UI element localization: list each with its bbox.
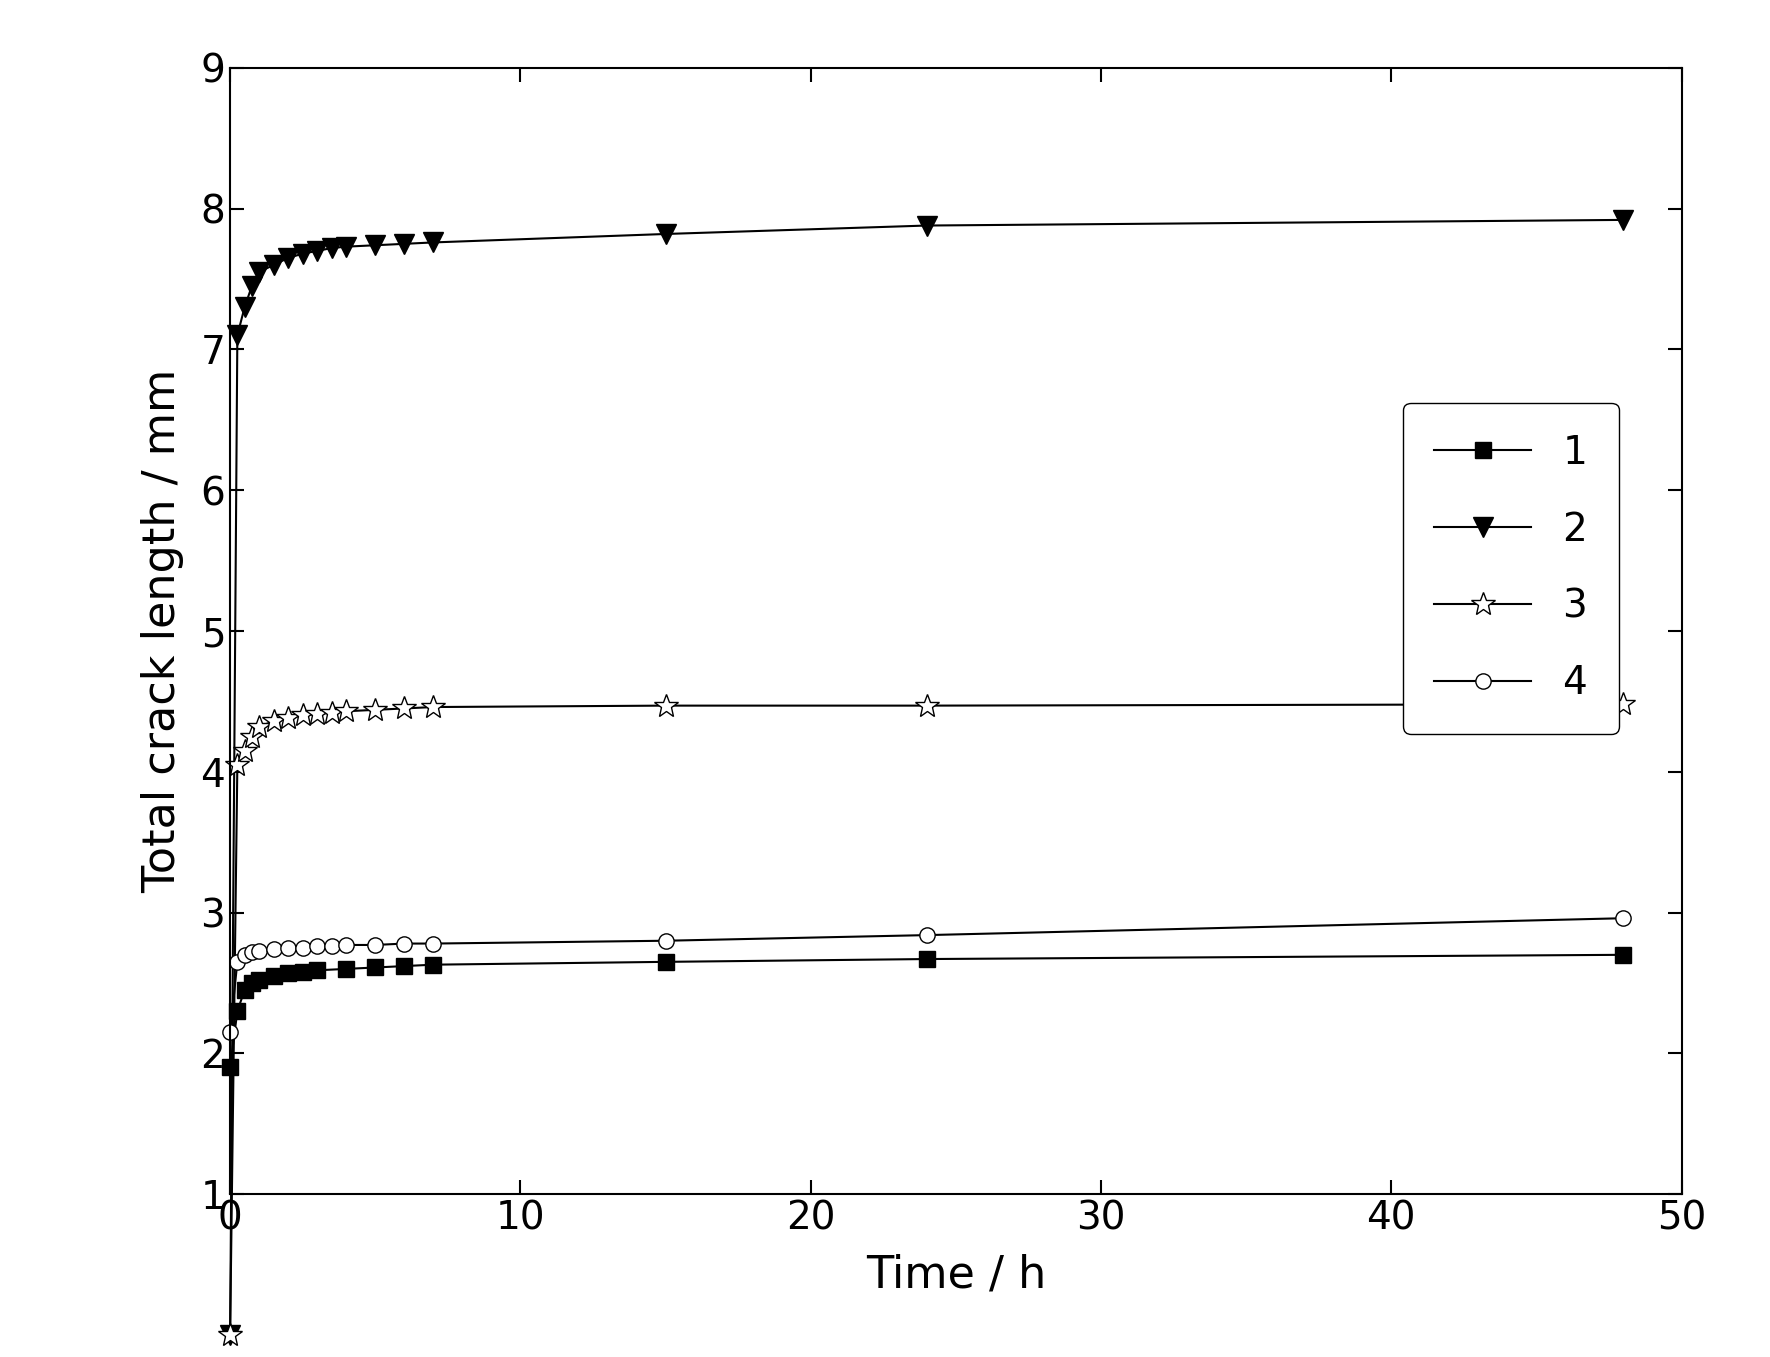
3 <box>241 729 262 745</box>
2 <box>292 246 313 262</box>
2 <box>423 235 444 251</box>
1 <box>306 962 327 978</box>
1 <box>292 963 313 980</box>
4 <box>336 936 358 953</box>
4 <box>917 927 938 943</box>
1 <box>248 972 269 988</box>
1 <box>234 982 255 999</box>
3 <box>248 719 269 735</box>
2 <box>248 263 269 280</box>
Y-axis label: Total crack length / mm: Total crack length / mm <box>140 369 184 893</box>
4 <box>423 935 444 951</box>
3 <box>320 704 342 721</box>
3 <box>365 702 386 718</box>
2 <box>227 327 248 343</box>
3 <box>234 742 255 759</box>
3 <box>292 707 313 723</box>
3 <box>278 710 299 726</box>
4 <box>241 944 262 961</box>
2 <box>241 278 262 294</box>
3 <box>219 1327 241 1343</box>
Line: 1: 1 <box>223 947 1632 1075</box>
4 <box>1612 911 1634 927</box>
1 <box>423 957 444 973</box>
3 <box>423 699 444 715</box>
4 <box>264 940 285 957</box>
2 <box>219 1327 241 1343</box>
2 <box>306 243 327 259</box>
Line: 3: 3 <box>218 692 1635 1348</box>
1 <box>227 1003 248 1019</box>
X-axis label: Time / h: Time / h <box>866 1254 1046 1297</box>
1 <box>393 958 414 974</box>
2 <box>278 250 299 266</box>
3 <box>336 703 358 719</box>
4 <box>365 936 386 953</box>
3 <box>393 700 414 716</box>
3 <box>917 697 938 714</box>
1 <box>278 965 299 981</box>
3 <box>1612 696 1634 712</box>
4 <box>219 1025 241 1041</box>
Legend: 1, 2, 3, 4: 1, 2, 3, 4 <box>1404 403 1618 734</box>
4 <box>655 932 676 949</box>
1 <box>219 1060 241 1076</box>
1 <box>241 974 262 991</box>
1 <box>264 968 285 984</box>
1 <box>655 954 676 970</box>
1 <box>336 961 358 977</box>
3 <box>227 757 248 773</box>
4 <box>320 938 342 954</box>
2 <box>264 256 285 273</box>
3 <box>306 706 327 722</box>
4 <box>292 939 313 955</box>
4 <box>227 954 248 970</box>
Line: 2: 2 <box>221 210 1634 1345</box>
4 <box>234 947 255 963</box>
4 <box>278 939 299 955</box>
2 <box>336 239 358 255</box>
3 <box>264 712 285 729</box>
2 <box>234 299 255 315</box>
3 <box>655 697 676 714</box>
4 <box>248 943 269 959</box>
2 <box>393 236 414 252</box>
Line: 4: 4 <box>223 911 1632 1039</box>
2 <box>365 237 386 254</box>
2 <box>917 217 938 233</box>
2 <box>655 225 676 242</box>
4 <box>393 935 414 951</box>
1 <box>917 951 938 968</box>
4 <box>306 938 327 954</box>
1 <box>1612 947 1634 963</box>
2 <box>1612 212 1634 228</box>
2 <box>320 240 342 256</box>
1 <box>365 959 386 976</box>
